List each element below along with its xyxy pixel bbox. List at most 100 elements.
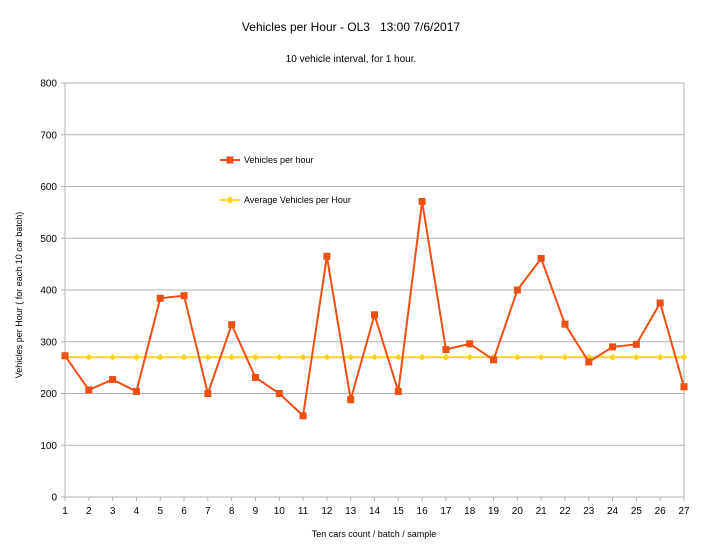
x-tick-label: 3 — [110, 506, 116, 517]
data-point — [323, 252, 331, 260]
data-point — [204, 390, 212, 397]
data-point — [680, 353, 688, 361]
x-tick-label: 6 — [181, 506, 187, 517]
x-tick-label: 18 — [464, 506, 476, 517]
data-point — [466, 340, 474, 348]
legend: Vehicles per hour Average Vehicles per H… — [220, 155, 351, 205]
legend-entry-average-vehicles-per-hour: Average Vehicles per Hour — [220, 195, 351, 205]
data-point — [156, 294, 164, 302]
data-point — [561, 353, 569, 361]
data-point — [632, 340, 640, 348]
legend-marker-average-vehicles-per-hour — [226, 196, 234, 204]
x-tick-label: 16 — [417, 506, 429, 517]
x-tick-label: 10 — [274, 506, 286, 517]
legend-label-average-vehicles-per-hour: Average Vehicles per Hour — [244, 195, 351, 205]
x-tick-label: 22 — [559, 506, 571, 517]
legend-marker-vehicles-per-hour — [226, 156, 234, 164]
chart-subtitle: 10 vehicle interval, for 1 hour. — [286, 54, 417, 65]
data-point — [371, 311, 378, 319]
data-point — [299, 412, 307, 420]
series-0 — [61, 198, 688, 420]
legend-entry-vehicles-per-hour: Vehicles per hour — [220, 155, 314, 165]
data-point — [585, 358, 593, 366]
data-point — [466, 353, 474, 361]
data-point — [513, 286, 521, 294]
series-layer — [61, 198, 688, 420]
x-tick-label: 26 — [655, 506, 667, 517]
x-tick-label: 13 — [345, 506, 357, 517]
data-point — [656, 353, 664, 361]
x-tick-label: 24 — [607, 506, 619, 517]
x-tick-label: 2 — [86, 506, 92, 517]
y-tick-label: 600 — [40, 182, 57, 193]
data-point — [85, 353, 93, 361]
x-tick-label: 19 — [488, 506, 500, 517]
data-point — [418, 198, 426, 206]
data-point — [85, 386, 93, 394]
x-tick-label: 12 — [321, 506, 333, 517]
data-point — [132, 387, 140, 395]
x-tick-label: 8 — [229, 506, 235, 517]
y-tick-label: 200 — [40, 389, 57, 400]
data-point — [537, 353, 545, 361]
data-point — [371, 353, 378, 361]
data-point — [299, 353, 307, 361]
data-point — [537, 254, 545, 262]
data-point — [61, 352, 69, 360]
y-tick-label: 400 — [40, 286, 57, 297]
data-point — [513, 353, 521, 361]
x-tick-label: 21 — [536, 506, 548, 517]
x-tick-label: 5 — [157, 506, 163, 517]
x-tick-label: 11 — [298, 506, 309, 517]
x-tick-label: 25 — [631, 506, 643, 517]
legend-label-vehicles-per-hour: Vehicles per hour — [244, 155, 314, 165]
data-point — [656, 299, 664, 307]
data-point — [490, 356, 498, 364]
y-axis-label: Vehicles per Hour ( for each 10 car batc… — [14, 212, 24, 379]
x-tick-label: 23 — [583, 506, 595, 517]
data-point — [109, 353, 117, 361]
y-tick-label: 0 — [51, 493, 57, 504]
data-point — [394, 387, 402, 395]
grid-lines — [65, 82, 684, 498]
data-point — [609, 343, 617, 351]
y-tick-label: 800 — [40, 79, 57, 90]
data-point — [275, 353, 283, 361]
data-point — [442, 346, 450, 354]
x-tick-label: 27 — [678, 506, 690, 517]
x-tick-label: 15 — [393, 506, 405, 517]
data-point — [632, 353, 640, 361]
y-tick-label: 700 — [40, 130, 57, 141]
x-tick-label: 4 — [134, 506, 140, 517]
y-tick-label: 100 — [40, 441, 57, 452]
y-tick-label: 500 — [40, 234, 57, 245]
data-point — [347, 353, 355, 361]
data-point — [228, 321, 236, 329]
x-tick-label: 20 — [512, 506, 524, 517]
data-point — [442, 353, 450, 361]
data-point — [228, 353, 236, 361]
data-point — [156, 353, 164, 361]
data-point — [418, 353, 426, 361]
data-point — [132, 353, 140, 361]
series-1 — [61, 353, 688, 361]
x-tick-label: 1 — [62, 506, 68, 517]
x-tick-label: 17 — [440, 506, 452, 517]
data-point — [204, 353, 212, 361]
data-point — [251, 373, 259, 381]
x-axis-ticks: 1 2 3 4 5 6 7 8 9 10 11 12 13 14 15 16 17 18 19 20 21 22 23 24 2… — [62, 497, 690, 517]
data-point — [109, 376, 117, 384]
data-point — [680, 383, 688, 391]
data-point — [561, 320, 569, 328]
data-point — [180, 353, 188, 361]
chart-title: Vehicles per Hour - OL3 13:00 7/6/2017 — [242, 20, 460, 34]
data-point — [394, 353, 402, 361]
data-point — [609, 353, 617, 361]
series-line — [64, 201, 685, 418]
y-axis-ticks: 0 100 200 300 400 500 600 700 800 — [40, 79, 65, 504]
x-tick-label: 9 — [253, 506, 259, 517]
x-tick-label: 7 — [205, 506, 211, 517]
data-point — [251, 353, 259, 361]
data-point — [347, 396, 355, 404]
